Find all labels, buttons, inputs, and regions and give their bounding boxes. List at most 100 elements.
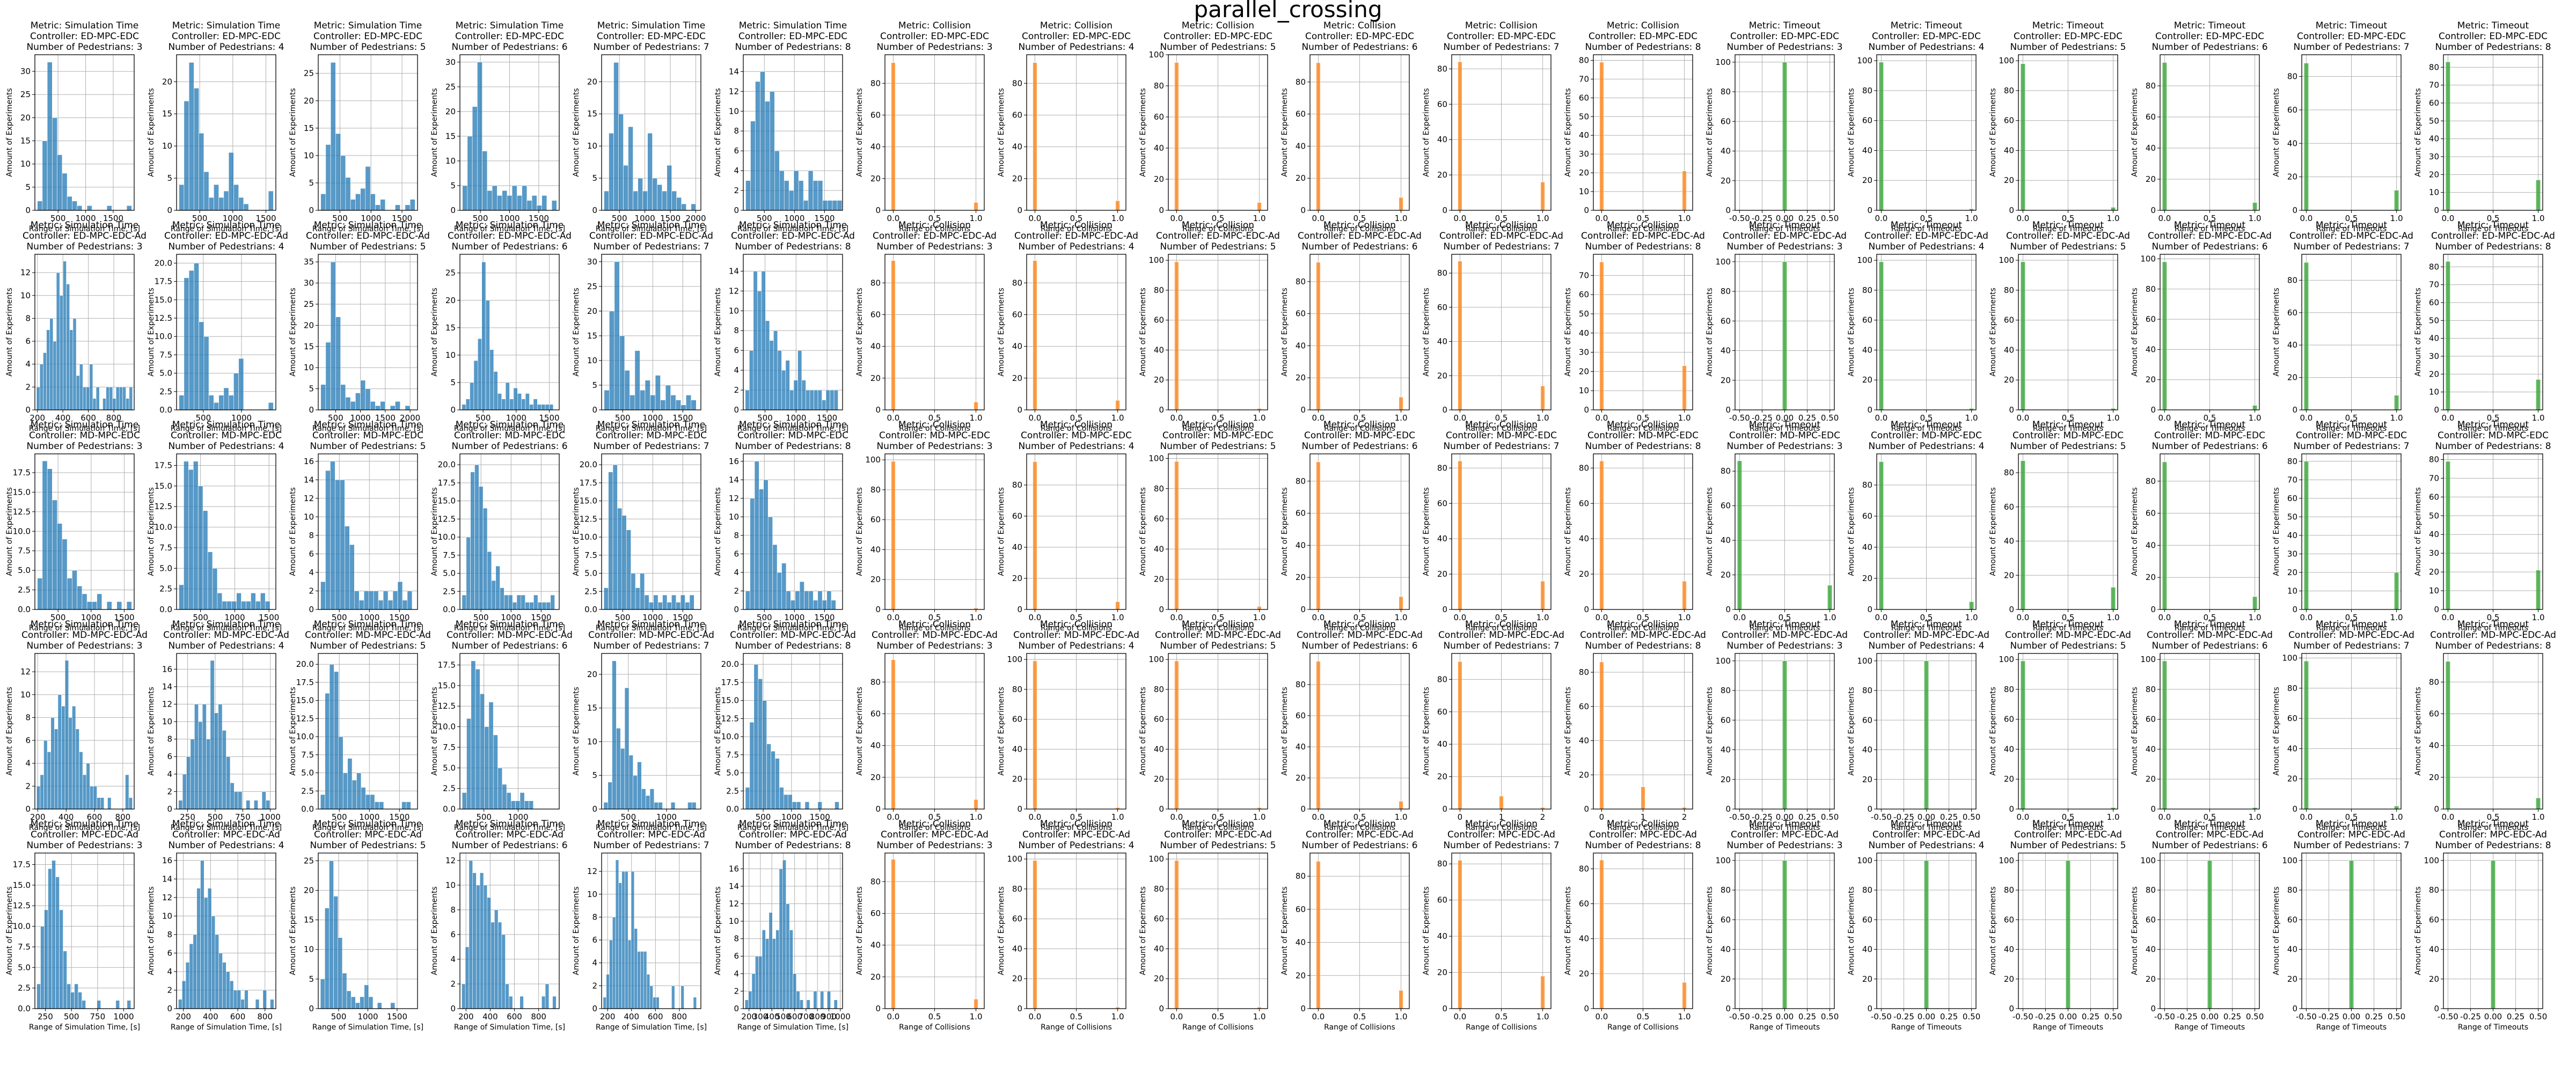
histogram-bar [472,872,477,1009]
x-tick-label: 0.25 [2365,1012,2383,1021]
panel-title-line: Controller: MD-MPC-EDC [454,430,565,441]
y-tick-label: 2 [25,382,31,392]
panel-title-line: Controller: MPC-EDC-Ad [2156,829,2264,840]
y-tick-label: 40 [1012,342,1022,351]
x-tick-label: 1000 [224,613,245,622]
histogram-bar [521,399,526,410]
y-tick-label: 50 [2429,116,2439,126]
y-tick-label: 20 [445,107,456,116]
y-tick-label: 80 [2429,454,2439,464]
gridlines [1027,853,1126,1009]
histogram-bar [86,601,92,609]
panel-title-line: Metric: Timeout [2316,819,2388,829]
histogram-bar [757,291,762,410]
histogram-bar [771,751,775,809]
panel-title-line: Number of Pedestrians: 3 [1726,42,1842,53]
y-tick-label: 20 [1154,174,1164,184]
x-tick-label: 1500 [814,214,835,223]
x-tick-label: 1.0 [2249,613,2262,622]
panel-title-line: Controller: MPC-EDC-Ad [1731,829,1839,840]
histogram-bar [2111,807,2116,809]
panel-title-line: Metric: Simulation Time [597,420,706,430]
histogram-bar [676,602,681,609]
histogram-bar [2394,806,2399,809]
panel-title-line: Metric: Collision [898,819,971,829]
panel-title-line: Controller: MPC-EDC-Ad [456,829,564,840]
y-tick-label: 40 [1862,945,1872,954]
panel-title-line: Metric: Collision [1465,619,1538,630]
y-axis-label: Amount of Experiments [430,886,439,975]
histogram-bar [100,797,105,809]
x-tick-label: 500 [50,613,66,622]
histogram-bar [603,802,609,809]
y-tick-label: 12.5 [438,514,456,524]
histogram-bar [355,194,361,210]
histogram-bar [655,375,661,410]
histogram-bar [325,342,331,410]
y-tick-label: 0 [25,205,31,215]
y-axis-label: Amount of Experiments [997,88,1006,177]
panel-title-line: Metric: Timeout [2316,220,2388,231]
x-axis-label: Range of Collisions [1182,824,1254,832]
histogram-bar [833,999,838,1009]
x-tick-label: 800 [115,812,131,822]
y-tick-label: 15.0 [155,481,172,491]
x-tick-label: 400 [482,1012,498,1021]
panel-title-line: Metric: Collision [1182,420,1254,430]
panel-title-line: Number of Pedestrians: 5 [1160,441,1276,452]
y-tick-label: 60 [1437,707,1447,717]
y-tick-label: 15 [304,342,314,351]
x-tick-label: 600 [648,1012,663,1021]
axes-frame [743,453,843,610]
panel-title-line: Metric: Collision [1465,819,1538,829]
panel-title-line: Metric: Collision [1182,619,1254,630]
x-tick-label: 0.25 [2082,1012,2099,1021]
panel-title-line: Controller: MD-MPC-EDC [737,430,848,441]
y-tick-label: 40 [1579,328,1589,338]
histogram-bar [675,400,682,410]
panel-title-line: Controller: MD-MPC-EDC-Ad [1155,630,1281,641]
y-tick-label: 60 [1012,914,1022,924]
histogram-bar [90,786,94,809]
histogram-bar [1458,61,1462,210]
y-tick-label: 2 [734,586,739,596]
x-tick-label: 1.0 [1395,613,1408,622]
y-tick-label: 40 [2146,344,2156,354]
histogram-bar [48,868,52,1009]
y-tick-label: 25 [20,90,31,99]
panel-title-line: Metric: Timeout [1749,420,1821,430]
x-axis-label: Range of Collisions [1466,1023,1537,1032]
x-axis-label: Range of Timeouts [2175,824,2245,832]
y-axis-label: Amount of Experiments [572,487,581,576]
y-tick-label: 60 [1862,915,1872,924]
y-tick-label: 0 [1725,205,1731,215]
bars [36,860,131,1009]
y-tick-label: 20 [304,885,314,895]
histogram-bar [2020,460,2025,609]
histogram-bar [462,792,467,809]
y-axis-label: Amount of Experiments [1422,487,1431,576]
y-axis-label: Amount of Experiments [1989,88,1997,177]
x-axis-label: Range of Simulation Time, [s] [454,824,565,832]
y-tick-label: 50 [1579,112,1589,121]
y-tick-label: 80 [2004,285,2014,295]
y-tick-label: 40 [2287,531,2297,540]
y-tick-label: 80 [2004,885,2014,895]
y-tick-label: 60 [2429,709,2439,718]
x-axis-label: Range of Timeouts [2458,424,2528,433]
y-tick-label: 60 [1579,498,1589,508]
histogram-bar [360,996,364,1009]
y-tick-label: 60 [1862,315,1872,325]
bars [320,861,396,1009]
y-tick-label: 14 [729,266,739,276]
gridlines [2302,55,2401,211]
y-tick-label: 20 [1579,770,1589,780]
y-axis-label: Amount of Experiments [714,886,722,975]
x-tick-label: -0.50 [2296,1012,2317,1021]
histogram-bar [67,196,72,210]
histogram-bar [628,755,634,809]
